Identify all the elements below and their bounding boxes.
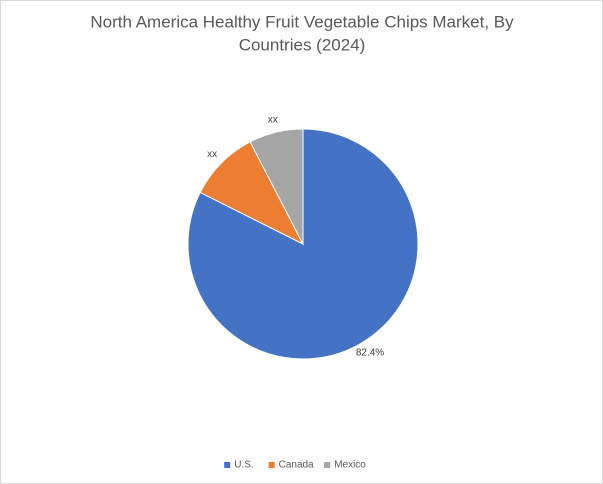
chart-title: Countries (2024) <box>239 35 366 54</box>
legend-swatch <box>268 462 275 468</box>
data-label: 82.4% <box>356 347 384 358</box>
legend-label: U.S. <box>234 460 253 471</box>
legend-label: Canada <box>279 460 314 471</box>
pie-slice <box>187 128 419 360</box>
chart-title: North America Healthy Fruit Vegetable Ch… <box>90 12 514 31</box>
data-label: xx <box>207 149 217 160</box>
data-label: xx <box>268 115 278 126</box>
pie-slice <box>199 141 305 246</box>
legend-label: Mexico <box>334 460 366 471</box>
legend-swatch <box>324 462 331 468</box>
legend-swatch <box>224 462 231 468</box>
pie-slice <box>249 128 304 245</box>
